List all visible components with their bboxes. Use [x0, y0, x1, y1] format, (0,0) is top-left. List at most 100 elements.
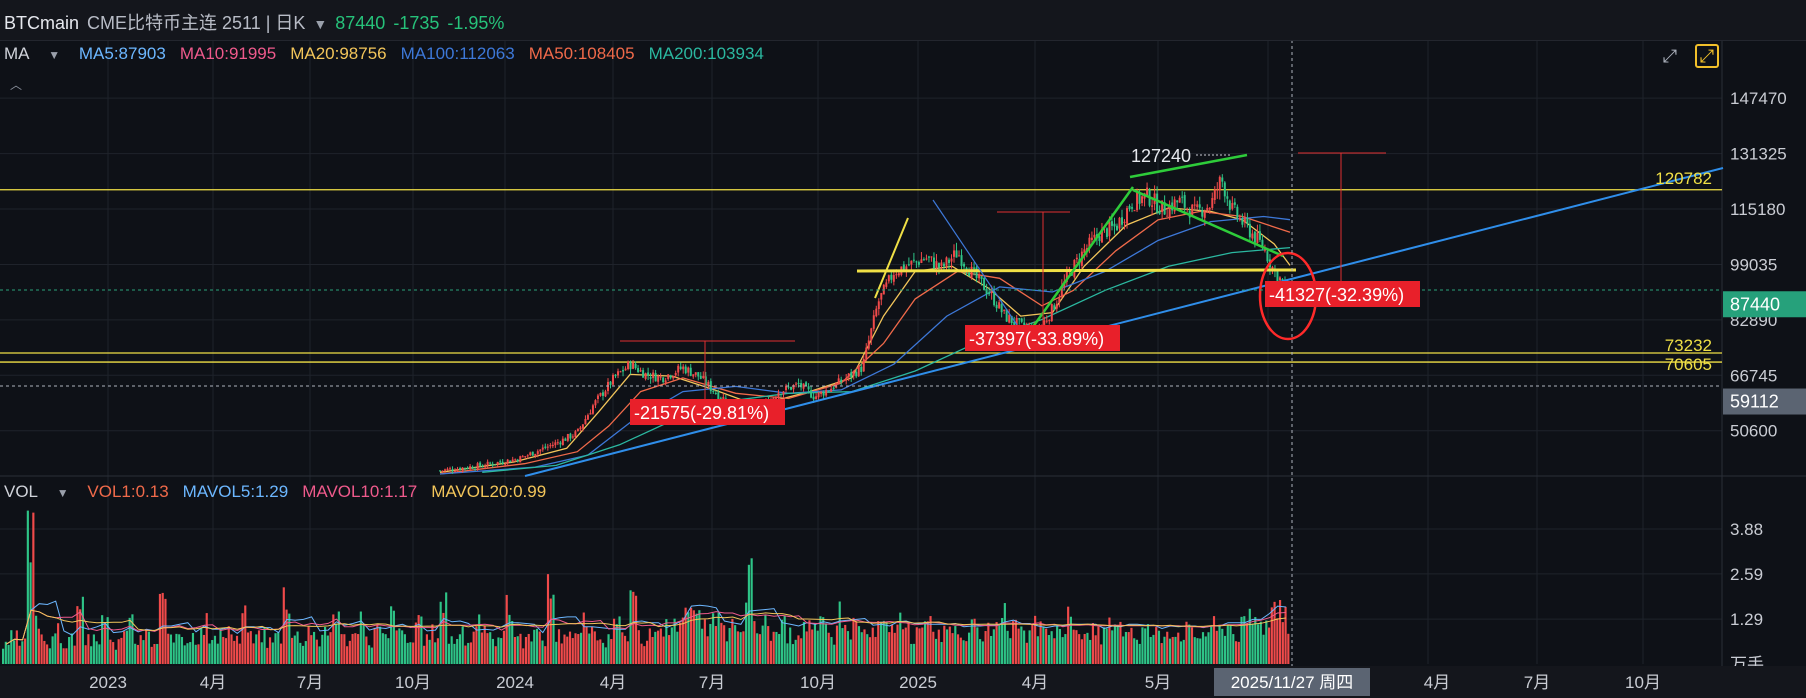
candle-body — [1090, 237, 1093, 240]
candle-body — [810, 390, 813, 398]
volume-bar — [1039, 621, 1042, 664]
candle-body — [1251, 233, 1254, 239]
candle-body — [785, 385, 788, 391]
candle-body — [637, 368, 640, 373]
candle-body — [998, 302, 1001, 309]
candle-body — [1020, 318, 1023, 322]
volume-bar — [513, 637, 517, 664]
volume-bar — [318, 646, 321, 664]
volume-bar — [1204, 636, 1207, 664]
volume-bar — [791, 644, 795, 664]
volume-bar — [601, 642, 605, 664]
volume-bar — [992, 629, 995, 664]
candle-body — [1206, 207, 1209, 211]
volume-bar — [392, 610, 395, 664]
candle-body — [466, 467, 469, 469]
volume-bar — [1166, 631, 1169, 664]
ma-line-ma100 — [439, 215, 1291, 475]
expand-icon[interactable]: ⤢ — [1662, 46, 1678, 66]
vol-indicator-label[interactable]: VOL ▼ — [4, 482, 69, 501]
volume-bar — [103, 623, 106, 664]
ma-value-4: MA50:108405 — [528, 44, 635, 63]
volume-bar — [1006, 630, 1009, 664]
volume-bar — [522, 648, 525, 664]
time-axis[interactable]: 20234月7月10月20244月7月10月20254月5月8月2025/11/… — [0, 666, 1806, 698]
crosshair-date-label: 2025/11/27 周四 — [1231, 673, 1354, 692]
drawdown-label-box — [965, 325, 1120, 351]
volume-bar — [1196, 638, 1199, 664]
price-tick-label: 50600 — [1730, 422, 1777, 441]
candle-body — [604, 391, 607, 397]
chevron-up-icon[interactable]: ︿ — [10, 78, 23, 92]
volume-bar — [1199, 638, 1202, 664]
volume-bar — [604, 647, 607, 664]
candle-body — [1093, 234, 1096, 238]
volume-bar — [1146, 624, 1150, 664]
volume-bar — [816, 630, 819, 664]
candle-body — [925, 258, 928, 260]
candle-body — [1136, 191, 1139, 211]
volume-bar — [409, 642, 412, 664]
volume-bar — [1083, 633, 1086, 664]
volume-bar — [1251, 623, 1254, 664]
volume-bar — [346, 646, 349, 664]
volume-bar — [1108, 617, 1111, 664]
candle-body — [1105, 228, 1108, 237]
volume-bar — [1149, 636, 1152, 664]
volume-bar — [436, 638, 439, 664]
volume-bar — [246, 632, 250, 664]
volume-bar — [725, 641, 728, 664]
volume-bar — [62, 648, 65, 664]
ma-indicator-label[interactable]: MA ▼ — [4, 44, 61, 63]
candle-body — [544, 446, 547, 448]
volume-bar — [1245, 623, 1249, 664]
candle-body — [885, 282, 888, 287]
volume-bar — [81, 596, 84, 664]
candle-body — [476, 463, 479, 470]
volume-bar — [1047, 635, 1050, 664]
chevron-down-icon[interactable]: ▼ — [48, 48, 61, 62]
candle-body — [1163, 202, 1166, 215]
volume-bar — [615, 624, 618, 664]
volume-bar — [959, 637, 962, 664]
volume-bar — [1207, 632, 1210, 664]
candle-body — [526, 455, 529, 457]
volume-bar — [1278, 600, 1282, 664]
candle-body — [1243, 216, 1246, 223]
candle-body — [704, 376, 707, 385]
candle-body — [990, 291, 993, 294]
volume-bar — [907, 622, 910, 664]
volume-bar — [643, 646, 646, 664]
candle-body — [1158, 211, 1161, 214]
volume-bar — [1078, 634, 1081, 664]
volume-bar — [244, 605, 247, 664]
volume-bar — [68, 637, 71, 664]
volume-bar — [172, 642, 175, 664]
chevron-down-icon[interactable]: ▼ — [313, 16, 328, 32]
candle-body — [444, 469, 447, 471]
volume-bar — [566, 636, 569, 664]
volume-bar — [549, 598, 552, 664]
candle-body — [509, 460, 512, 463]
contract-label[interactable]: CME比特币主连 2511 | 日K — [87, 13, 306, 33]
candle-body — [642, 370, 645, 378]
volume-bar — [461, 626, 464, 664]
price-axis[interactable]: 147470131325115180990358289066745506003.… — [1655, 89, 1806, 674]
symbol-label[interactable]: BTCmain — [4, 13, 80, 33]
candle-body — [792, 385, 795, 390]
volume-bar — [191, 632, 195, 664]
volume-bar — [475, 626, 478, 664]
volume-bar — [213, 635, 217, 664]
volume-bar — [577, 634, 580, 664]
chevron-down-icon[interactable]: ▼ — [56, 486, 69, 500]
volume-bar — [588, 633, 591, 664]
volume-bar — [560, 643, 563, 664]
candle-body — [697, 372, 700, 377]
volume-bar — [98, 644, 101, 664]
volume-bar — [571, 638, 574, 664]
vol-value-0: VOL1:0.13 — [87, 482, 169, 501]
volume-bar — [511, 620, 514, 664]
fullscreen-icon[interactable]: ⤢ — [1695, 44, 1719, 68]
volume-bar — [921, 627, 924, 664]
